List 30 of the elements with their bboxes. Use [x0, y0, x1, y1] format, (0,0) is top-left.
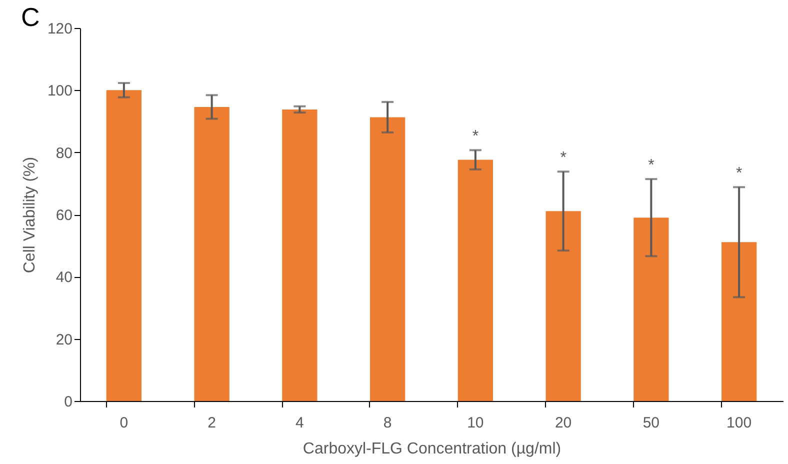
bar — [282, 109, 318, 401]
annotation: * — [648, 157, 654, 174]
bar — [634, 218, 669, 401]
bar — [721, 242, 757, 401]
x-tick-label: 4 — [296, 414, 304, 432]
y-tick-label: 120 — [47, 20, 72, 38]
x-tick-label: 20 — [554, 414, 572, 432]
y-tick-label: 0 — [64, 394, 72, 410]
x-tick-label: 8 — [383, 414, 392, 432]
bar — [106, 90, 142, 401]
bar — [370, 117, 406, 401]
x-tick-label: 0 — [120, 414, 128, 432]
x-tick-label: 50 — [642, 414, 660, 432]
annotation: * — [472, 128, 479, 146]
y-tick-label: 40 — [56, 269, 72, 286]
bar — [194, 106, 230, 401]
x-tick-label: 100 — [726, 414, 752, 432]
x-tick-label: 10 — [467, 414, 484, 432]
annotation: * — [736, 165, 742, 182]
y-tick-label: 60 — [56, 207, 72, 224]
bar — [546, 211, 581, 401]
y-tick-label: 80 — [56, 144, 72, 162]
annotation: * — [560, 150, 566, 167]
y-tick-label: 20 — [56, 331, 72, 348]
x-axis-title: Carboxyl-FLG Concentration (µg/ml) — [302, 440, 562, 458]
text: C — [20, 2, 40, 32]
y-tick-label: 100 — [47, 82, 72, 100]
bar — [458, 160, 494, 401]
y-axis-title: Cell Viability (%) — [21, 156, 38, 274]
x-tick-label: 2 — [208, 414, 216, 432]
